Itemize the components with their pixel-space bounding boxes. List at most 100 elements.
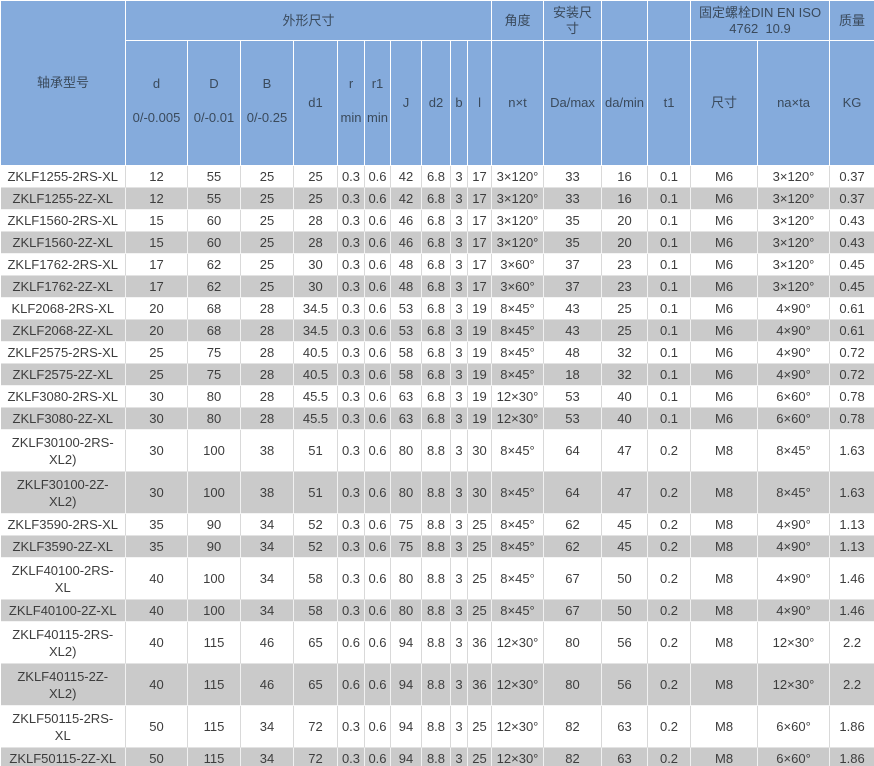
spec-value-cell: 0.6 — [364, 319, 391, 342]
spec-value-cell: 3 — [450, 363, 468, 386]
spec-value-cell: 0.37 — [829, 187, 874, 210]
subheader-r1-label: r1 — [371, 76, 384, 91]
spec-value-cell: 1.86 — [829, 705, 874, 748]
spec-value-cell: 8.8 — [421, 513, 451, 536]
spec-value-cell: 19 — [467, 385, 493, 408]
spec-value-cell: M6 — [690, 297, 759, 320]
spec-value-cell: 0.6 — [364, 231, 391, 254]
subheader-da-min-label: da/min — [605, 95, 645, 110]
spec-value-cell: 45 — [601, 513, 649, 536]
subheader-d2-label: d2 — [428, 95, 444, 110]
spec-value-cell: 8.8 — [421, 599, 451, 622]
spec-value-cell: 0.1 — [647, 187, 692, 210]
spec-value-cell: 50 — [125, 705, 188, 748]
subheader-D: D 0/-0.01 — [187, 40, 241, 166]
spec-value-cell: 8×45° — [491, 363, 545, 386]
bearing-model-cell: ZKLF1560-2RS-XL — [0, 209, 126, 232]
spec-value-cell: 8×45° — [491, 429, 545, 472]
subheader-KG: KG — [829, 40, 874, 166]
spec-value-cell: 30 — [125, 471, 188, 514]
spec-value-cell: 15 — [125, 209, 188, 232]
spec-value-cell: 0.3 — [337, 187, 365, 210]
spec-value-cell: 80 — [187, 407, 241, 430]
spec-value-cell: 4×90° — [757, 599, 831, 622]
spec-value-cell: 48 — [390, 253, 422, 276]
spec-value-cell: M6 — [690, 407, 759, 430]
spec-value-cell: 0.3 — [337, 557, 365, 600]
spec-value-cell: 12×30° — [491, 621, 545, 664]
header-empty-cell — [647, 0, 692, 41]
table-row: ZKLF50115-2Z-XL 50 115 34 72 0.3 0.6 94 8.8 3 25 12… — [0, 747, 874, 766]
spec-value-cell: 8.8 — [421, 663, 451, 706]
table-row: KLF2068-2RS-XL 20 68 28 34.5 0.3 0.6 53 6.8 3 19 8×… — [0, 297, 874, 320]
table-row: ZKLF2575-2RS-XL 25 75 28 40.5 0.3 0.6 58 6.8 3 19 8… — [0, 341, 874, 364]
spec-value-cell: 115 — [187, 663, 241, 706]
spec-value-cell: 12 — [125, 187, 188, 210]
spec-value-cell: 25 — [467, 705, 493, 748]
spec-value-cell: 0.43 — [829, 209, 874, 232]
spec-value-cell: 8×45° — [491, 297, 545, 320]
subheader-nxt-label: n×t — [508, 95, 527, 110]
subheader-r: r min — [337, 40, 365, 166]
spec-value-cell: 80 — [390, 429, 422, 472]
spec-value-cell: 12×30° — [491, 407, 545, 430]
spec-value-cell: M8 — [690, 557, 759, 600]
bearing-model-cell: ZKLF50115-2RS- XL — [0, 705, 126, 748]
spec-value-cell: 0.3 — [337, 275, 365, 298]
spec-value-cell: 25 — [601, 319, 649, 342]
spec-value-cell: 3 — [450, 471, 468, 514]
bearing-model-cell: ZKLF50115-2Z-XL — [0, 747, 126, 766]
spec-value-cell: 2.2 — [829, 663, 874, 706]
subheader-KG-label: KG — [842, 95, 862, 110]
spec-value-cell: 0.2 — [647, 663, 692, 706]
spec-value-cell: 3 — [450, 165, 468, 188]
spec-value-cell: 45.5 — [293, 385, 338, 408]
spec-value-cell: 12×30° — [491, 663, 545, 706]
subheader-Da-max-label: Da/max — [550, 95, 595, 110]
subheader-b-label: b — [455, 95, 463, 110]
spec-value-cell: 17 — [467, 187, 493, 210]
spec-value-cell: 4×90° — [757, 363, 831, 386]
bearing-model-cell: ZKLF40100-2RS- XL — [0, 557, 126, 600]
spec-value-cell: 62 — [187, 275, 241, 298]
spec-value-cell: 0.43 — [829, 231, 874, 254]
subheader-B-label: B — [262, 76, 272, 91]
subheader-naxta: na×ta — [757, 40, 831, 166]
spec-value-cell: 6.8 — [421, 385, 451, 408]
spec-value-cell: 50 — [601, 599, 649, 622]
spec-value-cell: M6 — [690, 341, 759, 364]
spec-value-cell: 53 — [390, 297, 422, 320]
header-group-mass: 质量 — [829, 0, 874, 41]
spec-value-cell: 0.61 — [829, 319, 874, 342]
spec-value-cell: 0.3 — [337, 429, 365, 472]
spec-value-cell: 50 — [125, 747, 188, 766]
spec-value-cell: 17 — [125, 253, 188, 276]
spec-value-cell: 50 — [601, 557, 649, 600]
spec-value-cell: 17 — [467, 275, 493, 298]
subheader-d2: d2 — [421, 40, 451, 166]
spec-value-cell: 25 — [467, 535, 493, 558]
spec-value-cell: 8×45° — [491, 513, 545, 536]
spec-value-cell: 64 — [543, 429, 603, 472]
spec-value-cell: 25 — [467, 747, 493, 766]
spec-value-cell: 63 — [601, 705, 649, 748]
spec-value-cell: 0.3 — [337, 319, 365, 342]
spec-value-cell: 30 — [467, 471, 493, 514]
spec-value-cell: 62 — [187, 253, 241, 276]
spec-value-cell: 75 — [390, 535, 422, 558]
spec-value-cell: 0.3 — [337, 209, 365, 232]
spec-value-cell: 3×120° — [491, 165, 545, 188]
spec-value-cell: 6×60° — [757, 747, 831, 766]
spec-value-cell: 0.1 — [647, 385, 692, 408]
spec-value-cell: 65 — [293, 621, 338, 664]
spec-value-cell: 25 — [125, 341, 188, 364]
spec-value-cell: 3 — [450, 621, 468, 664]
spec-value-cell: 3 — [450, 599, 468, 622]
spec-value-cell: 47 — [601, 429, 649, 472]
spec-value-cell: 25 — [467, 557, 493, 600]
spec-value-cell: 4×90° — [757, 513, 831, 536]
spec-value-cell: 80 — [187, 385, 241, 408]
spec-value-cell: 68 — [187, 297, 241, 320]
spec-value-cell: 8×45° — [491, 471, 545, 514]
spec-value-cell: 28 — [293, 231, 338, 254]
